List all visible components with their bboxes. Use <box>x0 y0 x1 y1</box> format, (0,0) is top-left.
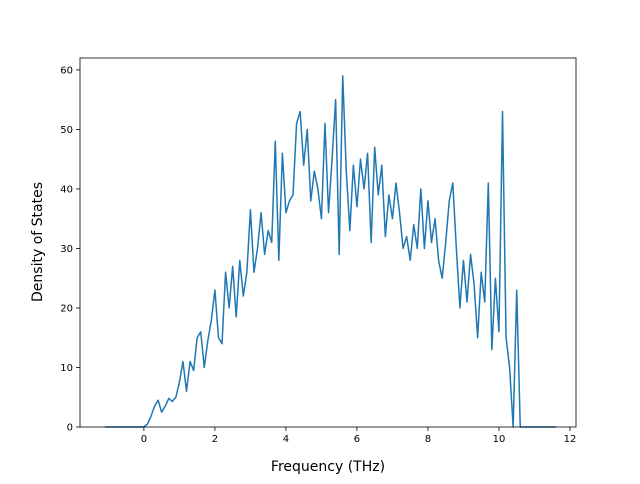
x-axis-label: Frequency (THz) <box>271 459 385 475</box>
x-tick-label: 10 <box>493 434 506 445</box>
x-tick-label: 0 <box>141 434 147 445</box>
y-tick-label: 30 <box>60 244 73 255</box>
y-tick-label: 20 <box>60 303 73 314</box>
x-tick-label: 6 <box>354 434 360 445</box>
y-axis-label: Density of States <box>30 182 46 302</box>
x-tick-label: 4 <box>283 434 289 445</box>
y-tick-label: 60 <box>60 65 73 76</box>
x-tick-label: 12 <box>564 434 577 445</box>
y-tick-label: 10 <box>60 363 73 374</box>
x-tick-label: 8 <box>425 434 431 445</box>
x-tick-label: 2 <box>212 434 218 445</box>
data-line <box>104 75 556 428</box>
y-tick-label: 0 <box>67 423 73 434</box>
y-tick-label: 40 <box>60 184 73 195</box>
axes-frame <box>79 57 577 428</box>
y-tick-label: 50 <box>60 125 73 136</box>
